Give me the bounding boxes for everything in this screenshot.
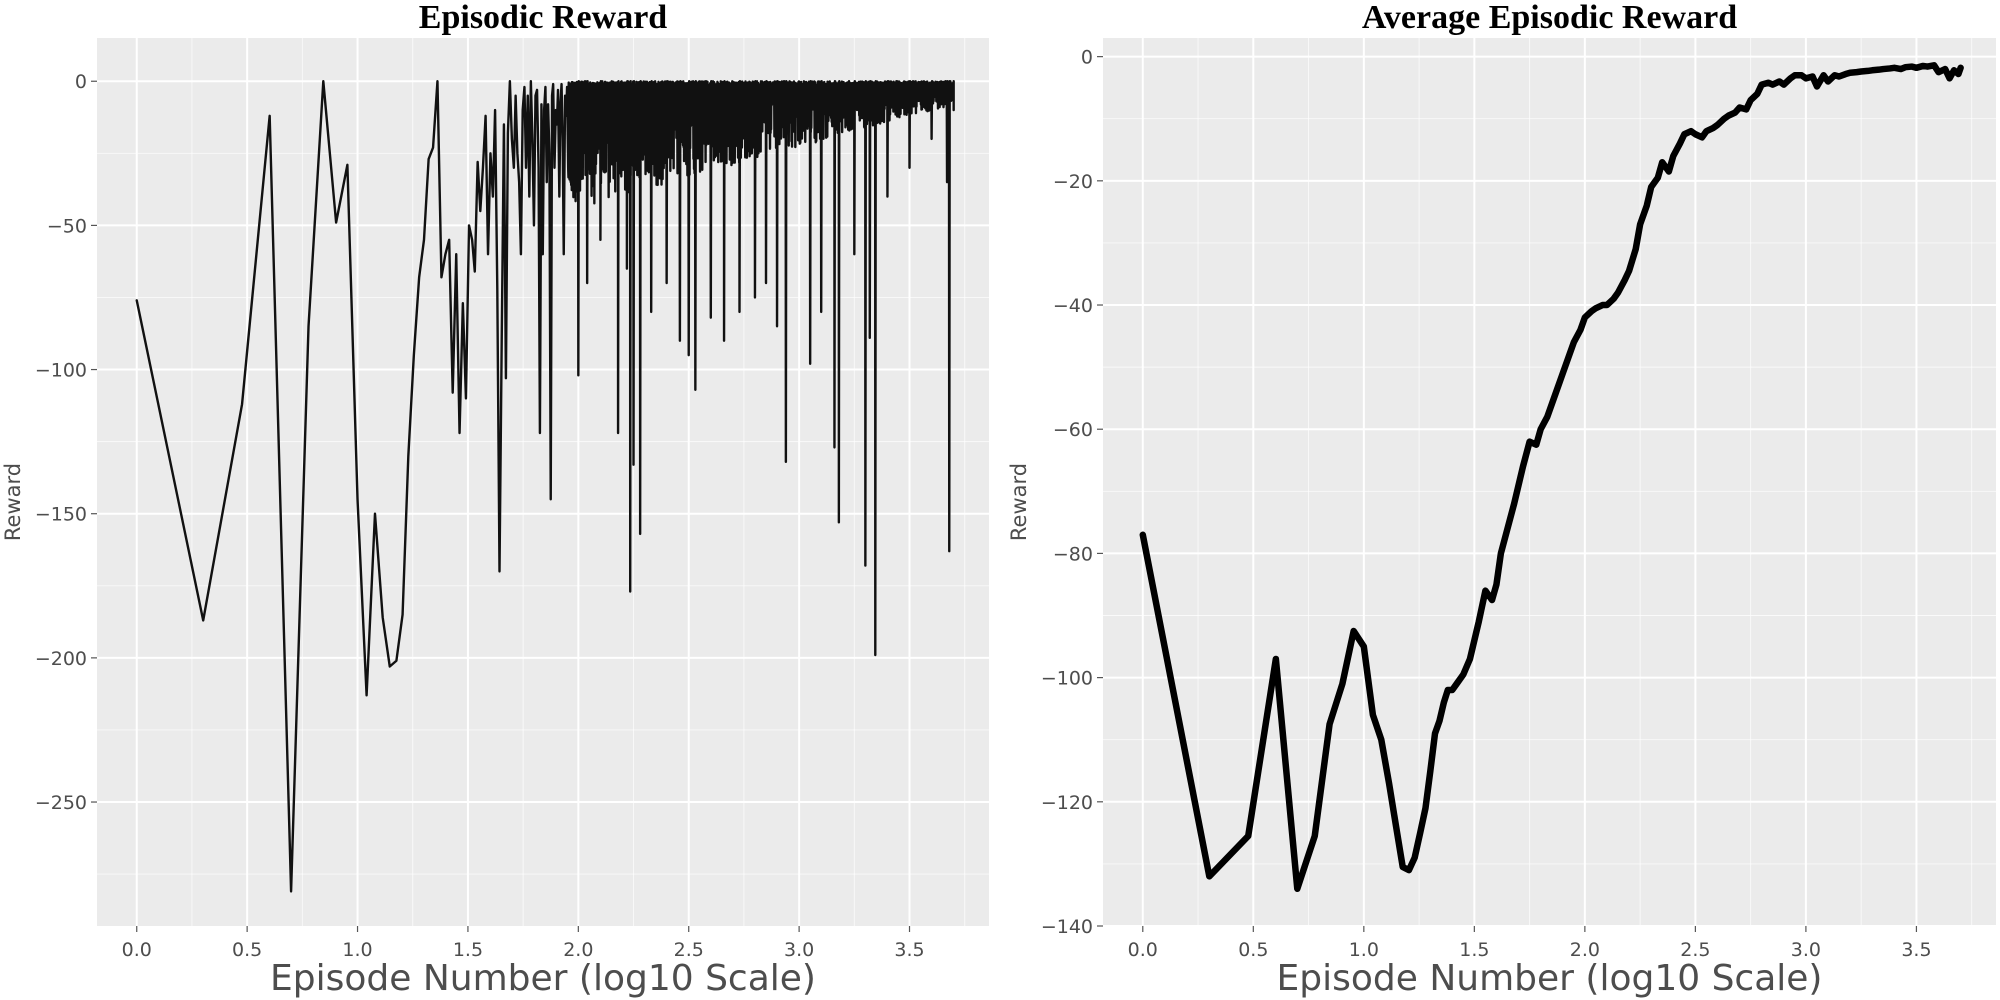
x-tick-label: 3.5 (1901, 939, 1931, 961)
x-tick-label: 1.5 (1459, 939, 1489, 961)
chart-title: Average Episodic Reward (1362, 0, 1737, 36)
x-tick-label: 2.5 (674, 939, 704, 961)
chart-1: 0.0 0.5 1.0 1.5 2.0 2.5 3.0 3.5 0 −50 −100 −150 −200… (1, 0, 989, 999)
x-tick-label: 1.0 (1349, 939, 1379, 961)
plot-area (1103, 38, 1996, 926)
x-tick-label: 3.0 (1791, 939, 1821, 961)
y-axis-label: Reward (1, 463, 25, 541)
y-tick-label: −40 (1053, 295, 1093, 317)
y-tick-label: −120 (1041, 792, 1093, 814)
x-tick-label: 0.0 (122, 939, 152, 961)
y-tick-label: −150 (35, 504, 87, 526)
x-tick-label: 2.0 (1570, 939, 1600, 961)
x-tick-label: 2.5 (1680, 939, 1710, 961)
y-tick-label: −100 (35, 360, 87, 382)
chart-title: Episodic Reward (419, 0, 668, 36)
x-tick-label: 3.0 (784, 939, 814, 961)
y-tick-label: −80 (1053, 543, 1093, 565)
y-tick-label: 0 (75, 71, 87, 93)
y-tick-label: −100 (1041, 668, 1093, 690)
y-axis-label: Reward (1007, 463, 1031, 541)
y-tick-label: −200 (35, 648, 87, 670)
y-tick-label: −250 (35, 792, 87, 814)
x-tick-label: 1.5 (453, 939, 483, 961)
x-tick-label: 2.0 (563, 939, 593, 961)
y-tick-label: −60 (1053, 419, 1093, 441)
series-line (135, 80, 955, 893)
x-tick-label: 3.5 (894, 939, 924, 961)
x-axis-label: Episode Number (log10 Scale) (1277, 958, 1823, 999)
y-tick-label: 0 (1081, 47, 1093, 69)
x-axis-label: Episode Number (log10 Scale) (270, 958, 816, 999)
y-tick-label: −20 (1053, 171, 1093, 193)
x-tick-label: 0.5 (1238, 939, 1268, 961)
x-tick-label: 0.5 (232, 939, 262, 961)
y-tick-label: −50 (47, 215, 87, 237)
x-tick-label: 1.0 (342, 939, 372, 961)
series-line (1139, 62, 1964, 892)
chart-2: 0.0 0.5 1.0 1.5 2.0 2.5 3.0 3.5 0 −20 −40 −60 −80 −10… (1007, 0, 1996, 999)
x-tick-label: 0.0 (1128, 939, 1158, 961)
y-tick-label: −140 (1041, 916, 1093, 938)
